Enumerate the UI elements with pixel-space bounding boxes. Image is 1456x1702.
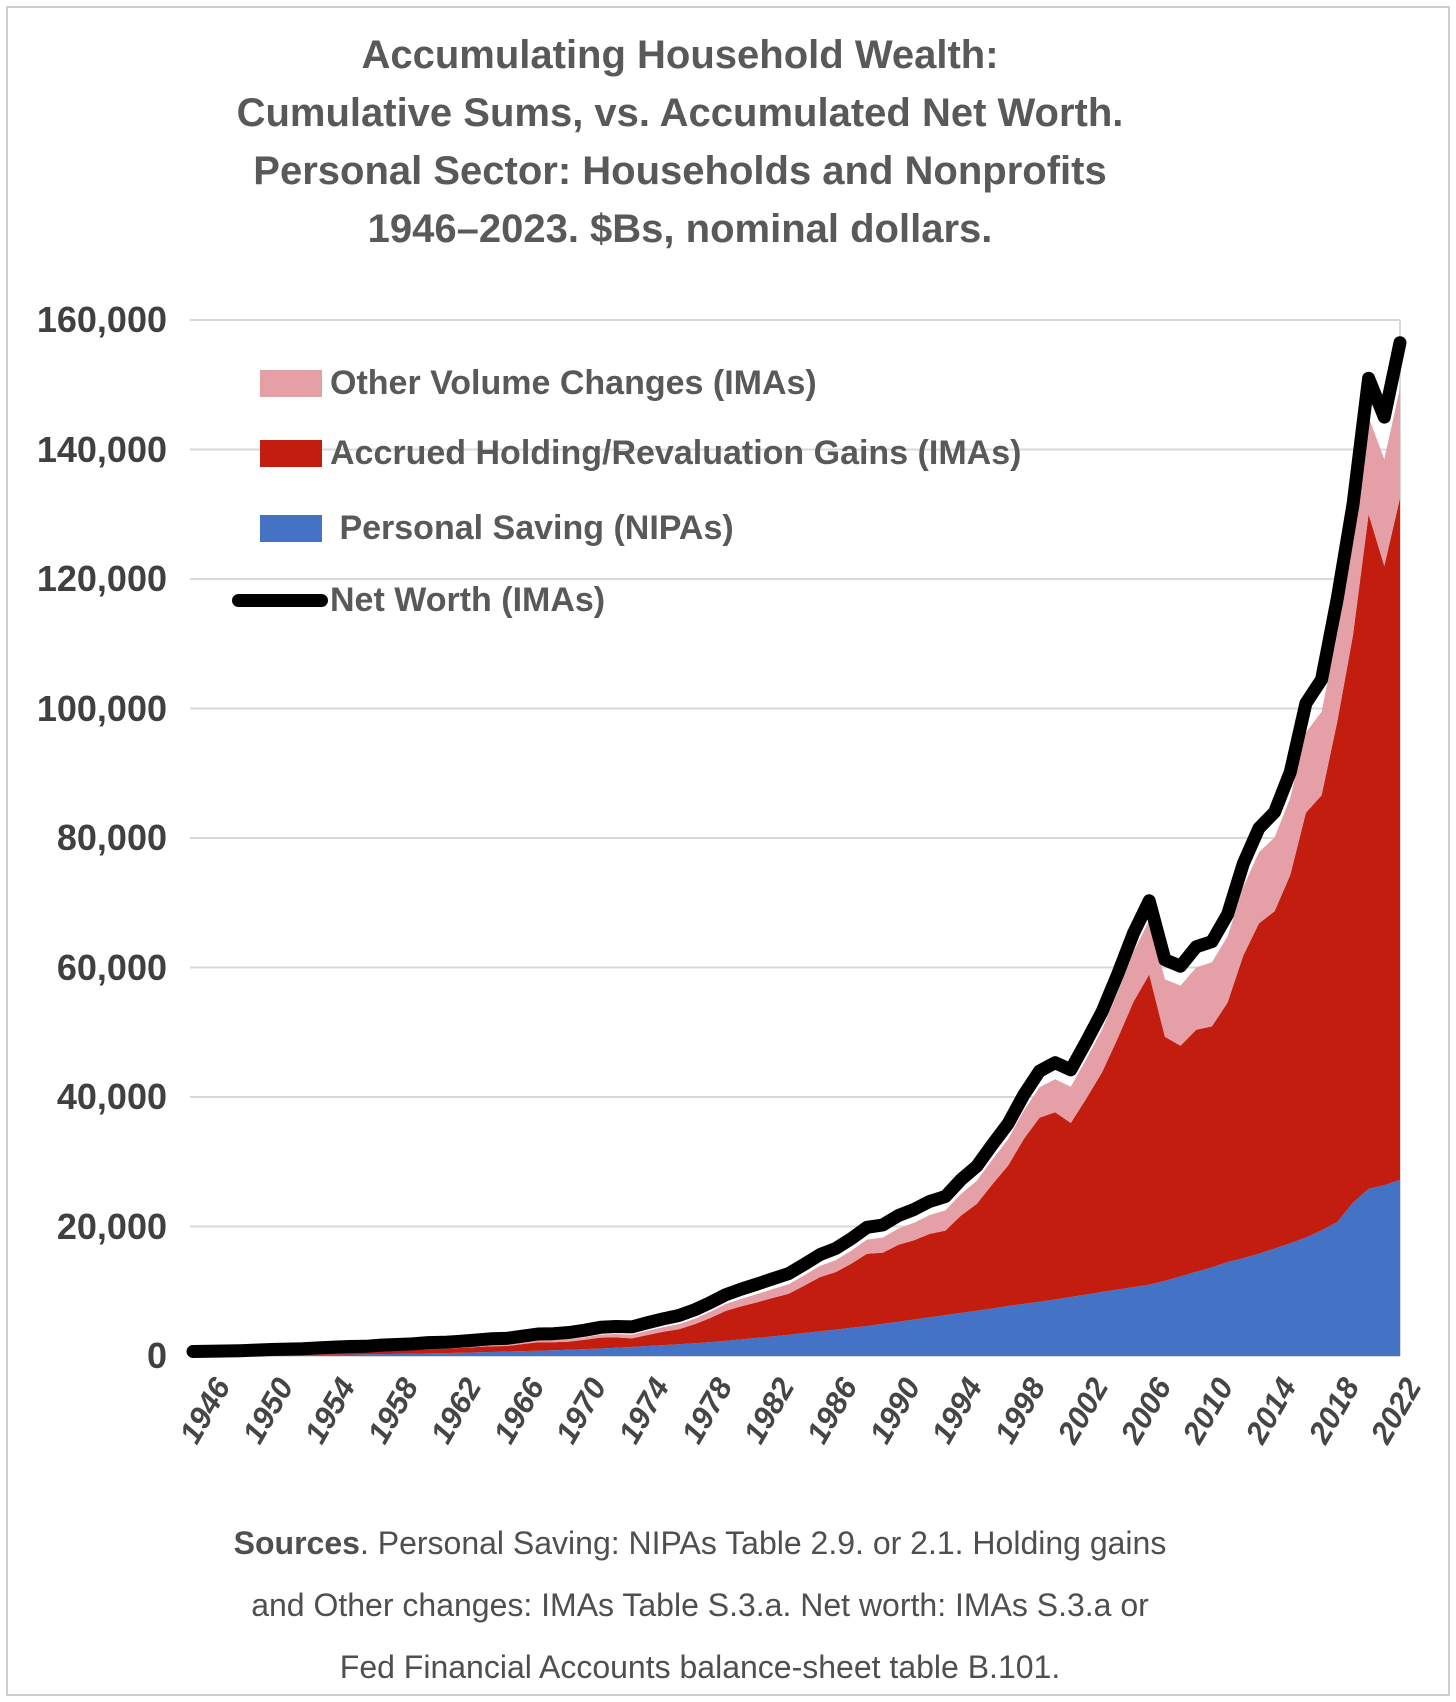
net-worth-line-swatch-icon (232, 593, 328, 607)
y-axis-label: 20,000 (56, 1205, 167, 1247)
y-axis-label: 80,000 (56, 817, 167, 858)
y-axis-label: 160,000 (36, 299, 167, 340)
area-series (193, 498, 1400, 1356)
legend-item-personal-saving: Personal Saving (NIPAs) (260, 508, 734, 547)
net-worth-line (186, 336, 1407, 1358)
sources-line-1-text: . Personal Saving: NIPAs Table 2.9. or 2… (359, 1525, 1167, 1561)
chart-title-line-1: Accumulating Household Wealth: (361, 33, 999, 77)
legend-item-label: Other Volume Changes (IMAs) (330, 363, 817, 402)
legend-item-accrued-holding-gains: Accrued Holding/Revaluation Gains (IMAs) (260, 433, 1022, 472)
y-axis-label: 140,000 (36, 428, 167, 470)
y-axis-label: 60,000 (56, 946, 167, 988)
area-series (193, 1179, 1400, 1356)
y-axis-label: 0 (146, 1335, 167, 1376)
sources-line-3: Fed Financial Accounts balance-sheet tab… (339, 1649, 1061, 1685)
chart-title: Accumulating Household Wealth: Cumulativ… (0, 26, 1360, 258)
sources-note: Sources. Personal Saving: NIPAs Table 2.… (0, 1512, 1400, 1698)
y-axis-label: 40,000 (56, 1076, 167, 1117)
legend-item-label: Net Worth (IMAs) (330, 580, 606, 619)
legend-item-net-worth: Net Worth (IMAs) (232, 580, 606, 619)
chart-title-line-3: Personal Sector: Households and Nonprofi… (253, 149, 1107, 193)
sources-line-2: and Other changes: IMAs Table S.3.a. Net… (251, 1587, 1149, 1623)
sources-word: Sources (233, 1525, 360, 1561)
accrued-holding-gains-swatch-icon (260, 439, 322, 467)
legend-item-label: Personal Saving (NIPAs) (330, 508, 734, 547)
y-axis-label: 100,000 (36, 687, 167, 729)
chart-title-line-2: Cumulative Sums, vs. Accumulated Net Wor… (236, 91, 1124, 135)
chart-title-line-4: 1946–2023. $Bs, nominal dollars. (367, 207, 993, 251)
legend-item-other-volume-changes: Other Volume Changes (IMAs) (260, 363, 817, 402)
other-volume-changes-swatch-icon (260, 369, 322, 397)
personal-saving-swatch-icon (260, 514, 322, 542)
sources-line-1: Sources. Personal Saving: NIPAs Table 2.… (0, 1512, 1400, 1574)
y-axis-label: 120,000 (36, 558, 167, 599)
legend-item-label: Accrued Holding/Revaluation Gains (IMAs) (330, 433, 1022, 472)
